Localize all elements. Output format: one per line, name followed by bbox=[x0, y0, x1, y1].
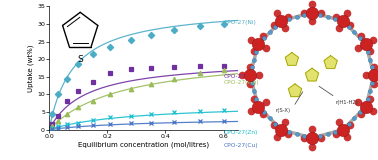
X-axis label: Equilibrium concentration (mol/litres): Equilibrium concentration (mol/litres) bbox=[78, 142, 209, 148]
Polygon shape bbox=[324, 56, 337, 68]
Text: CPO-27(Co): CPO-27(Co) bbox=[224, 74, 258, 79]
Y-axis label: Uptake (wt%): Uptake (wt%) bbox=[28, 44, 34, 92]
Text: S: S bbox=[77, 55, 83, 64]
Text: CPO-27(Cu): CPO-27(Cu) bbox=[224, 143, 258, 148]
Text: CPO-27(Zn): CPO-27(Zn) bbox=[224, 130, 258, 135]
Text: CPO-27(Mg): CPO-27(Mg) bbox=[224, 80, 259, 85]
Text: r(S-X): r(S-X) bbox=[275, 108, 290, 113]
Polygon shape bbox=[305, 68, 319, 81]
Polygon shape bbox=[288, 84, 302, 97]
Text: CPO-27(Ni): CPO-27(Ni) bbox=[224, 20, 257, 25]
Polygon shape bbox=[285, 52, 299, 65]
Text: r(H1-H2): r(H1-H2) bbox=[335, 100, 358, 105]
